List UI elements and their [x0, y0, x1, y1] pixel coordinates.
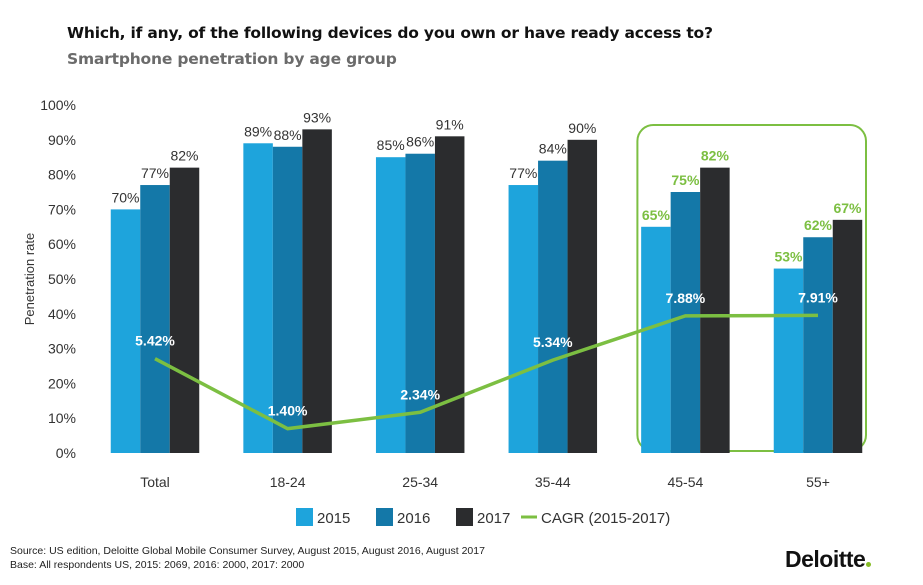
bar-2016-18-24: [272, 146, 303, 453]
bar-2015-18-24: [243, 143, 273, 453]
bar-label: 77%: [141, 165, 169, 181]
legend-swatch-2016: [376, 508, 393, 526]
chart-title: Which, if any, of the following devices …: [67, 24, 713, 42]
logo-dot: [866, 562, 872, 567]
bar-2015-35-44: [508, 185, 539, 454]
cagr-label: 7.88%: [666, 290, 706, 306]
chart-subtitle: Smartphone penetration by age group: [67, 50, 397, 68]
bar-2017-45-54: [700, 167, 730, 453]
legend-label: 2016: [397, 510, 430, 527]
bar-2016-45-54: [670, 192, 701, 453]
bar-2017-35-44: [567, 139, 598, 454]
bar-2015-55+: [773, 268, 804, 453]
bar-label: 82%: [170, 148, 198, 164]
bar-2015-25-34: [375, 157, 406, 453]
y-tick-label: 100%: [40, 97, 76, 113]
cagr-label: 2.34%: [400, 386, 440, 402]
legend-swatch-2015: [296, 508, 313, 526]
legend-label: CAGR (2015-2017): [541, 510, 670, 527]
bar-2016-25-34: [405, 153, 435, 453]
legend-label: 2015: [317, 510, 350, 527]
bar-label: 77%: [509, 165, 537, 181]
cagr-label: 1.40%: [268, 403, 308, 419]
bar-2016-55+: [803, 237, 833, 453]
y-tick-label: 30%: [48, 341, 76, 357]
bar-label: 89%: [244, 123, 272, 139]
bar-2016-Total: [140, 185, 170, 454]
x-tick-label: 45-54: [667, 474, 703, 490]
y-tick-label: 60%: [48, 236, 76, 252]
bar-label: 91%: [436, 116, 464, 132]
y-tick-label: 90%: [48, 132, 76, 148]
y-tick-label: 0%: [56, 445, 76, 461]
legend-label: 2017: [477, 510, 510, 527]
cagr-label: 5.34%: [533, 334, 573, 350]
y-tick-label: 50%: [48, 271, 76, 287]
logo-text: Deloitte: [785, 546, 866, 572]
x-tick-label: 25-34: [402, 474, 438, 490]
y-tick-label: 80%: [48, 167, 76, 183]
bar-label: 84%: [539, 141, 567, 157]
bar-label: 90%: [568, 120, 596, 136]
bar-label: 53%: [774, 249, 803, 265]
base-note: Base: All respondents US, 2015: 2069, 20…: [10, 559, 305, 571]
bar-2015-45-54: [641, 226, 671, 453]
legend-swatch-2017: [456, 508, 473, 526]
bar-2017-18-24: [302, 129, 332, 454]
bar-2017-55+: [832, 219, 863, 453]
bar-2016-35-44: [538, 160, 568, 453]
cagr-line: [154, 313, 819, 431]
cagr-label: 7.91%: [798, 289, 838, 305]
bar-2015-Total: [110, 209, 141, 453]
x-tick-label: Total: [140, 474, 170, 490]
deloitte-logo: Deloitte: [785, 546, 872, 573]
highlight-box: [636, 124, 868, 452]
source-note: Source: US edition, Deloitte Global Mobi…: [10, 545, 485, 557]
bar-2017-Total: [169, 167, 200, 453]
bar-label: 85%: [377, 137, 405, 153]
bar-label: 67%: [833, 200, 862, 216]
bar-label: 70%: [111, 189, 139, 205]
y-axis-label: Penetration rate: [22, 233, 37, 326]
bar-label: 88%: [274, 127, 302, 143]
y-tick-label: 10%: [48, 410, 76, 426]
cagr-label: 5.42%: [135, 333, 175, 349]
x-tick-label: 18-24: [270, 474, 306, 490]
bar-label: 75%: [671, 172, 700, 188]
y-tick-label: 20%: [48, 375, 76, 391]
bar-label: 65%: [642, 207, 671, 223]
x-tick-label: 35-44: [535, 474, 571, 490]
bar-label: 93%: [303, 109, 331, 125]
bar-label: 62%: [804, 217, 833, 233]
y-tick-label: 70%: [48, 201, 76, 217]
bar-label: 82%: [701, 148, 730, 164]
x-tick-label: 55+: [806, 474, 830, 490]
bar-label: 86%: [406, 134, 434, 150]
y-tick-label: 40%: [48, 306, 76, 322]
